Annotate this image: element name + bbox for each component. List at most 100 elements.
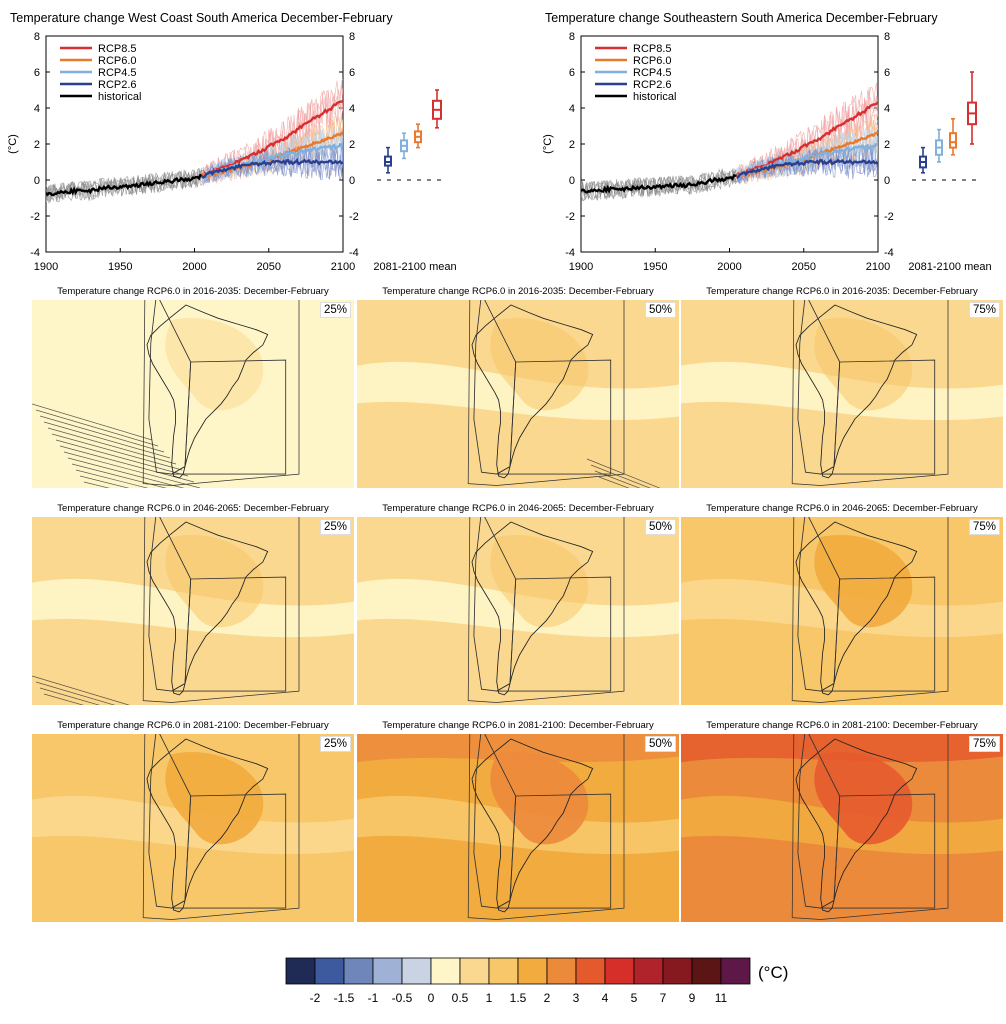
colorbar-tick-label: 0.5 bbox=[452, 991, 469, 1005]
colorbar-tick-label: 9 bbox=[689, 991, 696, 1005]
hatch-line bbox=[43, 421, 171, 459]
legend-label: historical bbox=[98, 91, 141, 103]
hatch-line bbox=[32, 403, 153, 441]
map-panel bbox=[681, 517, 1003, 705]
mean-line-rcp26 bbox=[736, 158, 878, 179]
hatch-line bbox=[51, 433, 183, 471]
hatch-line bbox=[598, 476, 630, 488]
region-outer-box bbox=[142, 734, 300, 920]
x-tick-label: 2050 bbox=[257, 261, 281, 273]
hatch-line bbox=[63, 451, 201, 488]
y-tick-label-left: 4 bbox=[569, 103, 575, 115]
region-southeastern bbox=[170, 359, 287, 475]
percentile-label: 50% bbox=[645, 302, 677, 318]
y-tick-label-left: 2 bbox=[34, 139, 40, 151]
y-tick-label-right: 4 bbox=[884, 103, 890, 115]
hatch-line bbox=[75, 469, 149, 488]
series-group bbox=[581, 82, 878, 201]
map-geography bbox=[791, 517, 949, 703]
y-tick-label-left: -2 bbox=[30, 211, 40, 223]
y-tick-label-left: 0 bbox=[34, 175, 40, 187]
map-north-band bbox=[357, 734, 679, 763]
percentile-label: 25% bbox=[320, 302, 352, 318]
x-tick-label: 2000 bbox=[717, 261, 741, 273]
map-higher-patch bbox=[814, 535, 913, 628]
map-panel bbox=[681, 300, 1003, 488]
region-outer-box bbox=[467, 300, 625, 486]
x-tick-label: 2050 bbox=[792, 261, 816, 273]
map-geography bbox=[791, 300, 949, 486]
map-geography bbox=[142, 300, 300, 486]
map-panel bbox=[357, 734, 679, 922]
ensemble-member-line bbox=[736, 144, 878, 185]
map-hatching bbox=[586, 458, 661, 488]
colorbar-tick-label: 5 bbox=[631, 991, 638, 1005]
region-outer-box bbox=[142, 517, 300, 703]
ensemble-member-line bbox=[581, 170, 738, 199]
map-higher-patch bbox=[165, 318, 264, 411]
map-north-band bbox=[681, 734, 1003, 763]
south-america-outline bbox=[795, 738, 918, 913]
map-title: Temperature change RCP6.0 in 2081-2100: … bbox=[382, 720, 654, 731]
hatch-line bbox=[39, 687, 100, 705]
y-tick-label-left: 8 bbox=[34, 31, 40, 43]
legend-label: RCP6.0 bbox=[633, 55, 672, 67]
south-america-outline bbox=[146, 521, 269, 696]
hatch-line bbox=[594, 470, 641, 488]
legend-label: RCP6.0 bbox=[98, 55, 137, 67]
region-outer-box bbox=[791, 734, 949, 920]
y-tick-label-left: 6 bbox=[34, 67, 40, 79]
y-tick-label-right: 8 bbox=[884, 31, 890, 43]
y-tick-label-right: 8 bbox=[349, 31, 355, 43]
colorbar-swatch bbox=[372, 957, 403, 985]
hatch-line bbox=[59, 445, 195, 483]
x-tick-label: 1900 bbox=[569, 261, 593, 273]
mean-line-rcp85 bbox=[201, 100, 343, 179]
mean-line-rcp85 bbox=[735, 101, 878, 179]
legend-label: RCP2.6 bbox=[98, 79, 137, 91]
region-southeastern bbox=[495, 359, 612, 475]
map-panel bbox=[32, 517, 354, 705]
colorbar-tick-label: 0 bbox=[428, 991, 435, 1005]
y-tick-label-right: 0 bbox=[884, 175, 890, 187]
colorbar-tick-label: 3 bbox=[573, 991, 580, 1005]
y-tick-label-left: -4 bbox=[565, 247, 575, 259]
region-southeastern bbox=[819, 359, 936, 475]
region-outer-box bbox=[142, 300, 300, 486]
colorbar-tick-label: 1 bbox=[486, 991, 493, 1005]
region-southeastern bbox=[819, 576, 936, 692]
region-outer-box bbox=[791, 300, 949, 486]
percentile-label: 50% bbox=[645, 519, 677, 535]
mean-line-rcp26 bbox=[201, 158, 343, 179]
colorbar-swatch bbox=[285, 957, 316, 985]
map-hatching bbox=[32, 675, 130, 705]
box-axis-label: 2081-2100 mean bbox=[908, 261, 991, 273]
legend-label: RCP8.5 bbox=[98, 43, 137, 55]
map-geography bbox=[791, 734, 949, 920]
colorbar: -2 -1.5 -1 -0.5 0 0.5 1 1.5 2 3 4 5 7 9 11 (°C) bbox=[285, 957, 788, 1005]
y-tick-label-left: -4 bbox=[30, 247, 40, 259]
map-higher-patch bbox=[165, 535, 264, 628]
colorbar-tick-label: -0.5 bbox=[392, 991, 413, 1005]
ts1-chart: -4 -4 -2 -2 0 0 2 2 4 4 6 6 8 8 1900 1950 2000 2050 2100 (°… bbox=[7, 31, 457, 273]
map-higher-patch bbox=[490, 535, 589, 628]
map-title: Temperature change RCP6.0 in 2046-2065: … bbox=[706, 503, 978, 514]
hatch-line bbox=[586, 458, 661, 488]
hatch-line bbox=[43, 693, 84, 705]
y-tick-label-right: -2 bbox=[884, 211, 894, 223]
colorbar-swatch bbox=[430, 957, 461, 985]
colorbar-swatch bbox=[662, 957, 693, 985]
map-panel bbox=[32, 300, 354, 488]
region-outer-box bbox=[791, 517, 949, 703]
box-iqr bbox=[949, 132, 957, 149]
region-southeastern bbox=[170, 793, 287, 909]
hatch-line bbox=[32, 675, 130, 705]
colorbar-tick-label: 7 bbox=[660, 991, 667, 1005]
hatch-line bbox=[79, 475, 130, 488]
x-tick-label: 1900 bbox=[34, 261, 58, 273]
map-geography bbox=[142, 517, 300, 703]
map-title: Temperature change RCP6.0 in 2081-2100: … bbox=[57, 720, 329, 731]
x-tick-label: 1950 bbox=[108, 261, 132, 273]
map-panel bbox=[357, 300, 679, 488]
colorbar-tick-label: -1 bbox=[368, 991, 379, 1005]
